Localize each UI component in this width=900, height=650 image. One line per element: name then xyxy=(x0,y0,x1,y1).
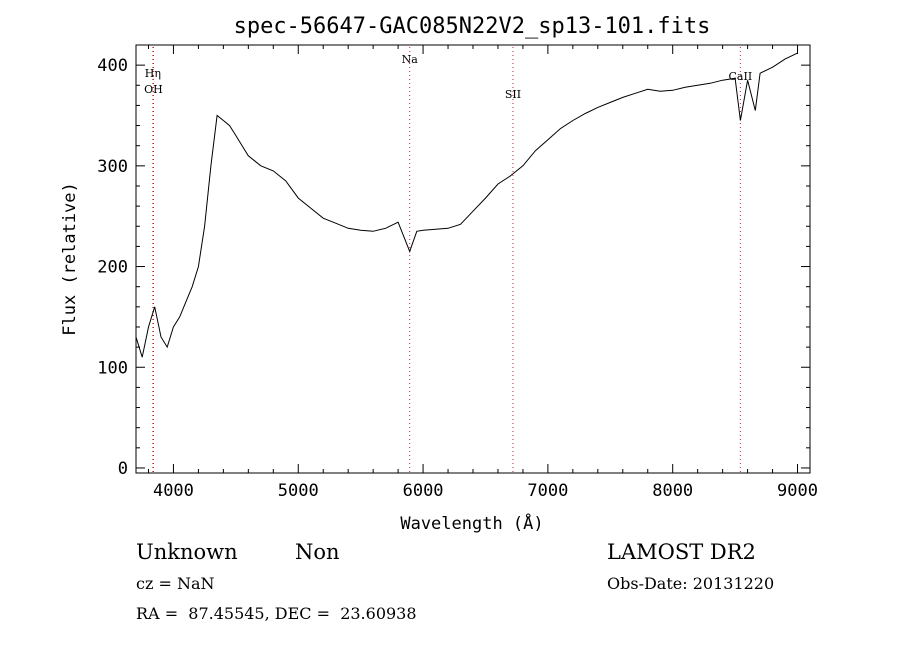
obs-date-text: Obs-Date: 20131220 xyxy=(607,574,775,593)
x-tick-label: 4000 xyxy=(153,481,194,501)
coordinates-text: RA = 87.45545, DEC = 23.60938 xyxy=(136,604,417,623)
chart-title: spec-56647-GAC085N22V2_sp13-101.fits xyxy=(234,14,711,39)
cz-text: cz = NaN xyxy=(136,574,215,593)
y-tick-label: 100 xyxy=(97,358,128,378)
line-marker-label: CaII xyxy=(729,70,753,83)
y-tick-label: 200 xyxy=(97,258,128,278)
y-axis: 0 100 200 300 400 xyxy=(97,56,810,479)
x-axis: 4000 5000 6000 7000 8000 9000 xyxy=(147,45,818,501)
y-tick-label: 0 xyxy=(118,459,128,479)
x-tick-label: 7000 xyxy=(527,481,568,501)
x-tick-label: 6000 xyxy=(403,481,444,501)
x-tick-label: 5000 xyxy=(278,481,319,501)
line-marker-label: OH xyxy=(144,83,163,96)
class-label: Unknown xyxy=(136,540,238,564)
x-tick-label: 8000 xyxy=(652,481,693,501)
x-tick-label: 9000 xyxy=(777,481,818,501)
spectrum-line xyxy=(135,52,798,358)
line-marker-label: SII xyxy=(505,88,521,101)
x-axis-label: Wavelength (Å) xyxy=(400,512,543,534)
line-marker-label: Na xyxy=(402,53,419,66)
survey-label: LAMOST DR2 xyxy=(607,540,756,564)
line-marker-label: Hη xyxy=(145,67,161,80)
plot-frame xyxy=(135,44,811,474)
y-tick-label: 400 xyxy=(97,56,128,76)
subclass-label: Non xyxy=(295,540,340,564)
y-tick-label: 300 xyxy=(97,157,128,177)
y-axis-label: Flux (relative) xyxy=(60,182,80,336)
spectral-line-markers: OH Hη Na SII CaII xyxy=(144,47,752,473)
